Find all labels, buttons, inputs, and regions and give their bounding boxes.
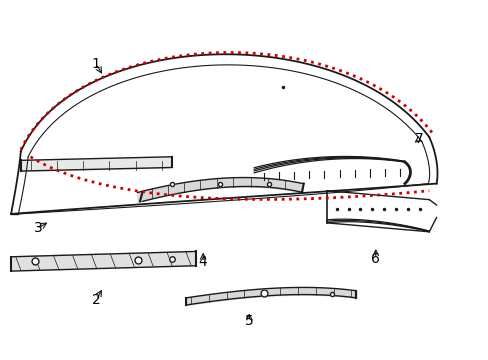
Text: 5: 5 [244, 314, 253, 328]
Text: 6: 6 [370, 252, 380, 266]
Text: 4: 4 [199, 255, 207, 269]
Polygon shape [11, 251, 196, 271]
Text: 3: 3 [33, 221, 42, 235]
Text: 7: 7 [414, 132, 423, 146]
Text: 1: 1 [92, 57, 101, 71]
Text: 2: 2 [92, 293, 101, 307]
